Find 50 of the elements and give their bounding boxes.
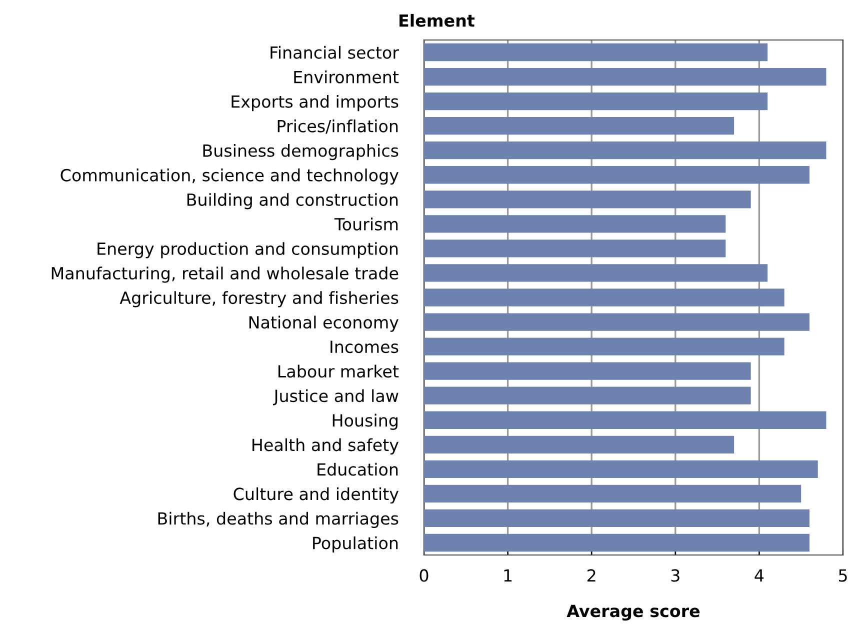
bar (424, 142, 826, 160)
y-tick-label: Manufacturing, retail and wholesale trade (52, 266, 398, 283)
y-tick-label: Business demographics (203, 144, 398, 160)
bar (424, 215, 726, 233)
y-tick-label: Exports and imports (232, 94, 398, 112)
y-tick-label: Communication, science and technology (60, 168, 399, 185)
x-tick-label: 5 (838, 569, 847, 582)
y-tick-label: Births, deaths and marriages (158, 512, 398, 528)
y-tick-label: Labour market (278, 364, 399, 378)
x-tick-label: 0 (420, 569, 428, 582)
y-tick-label: Agriculture, forestry and fisheries (120, 291, 398, 308)
bar (424, 338, 784, 356)
bar (424, 240, 726, 258)
y-tick-label: Justice and law (272, 389, 398, 406)
y-tick-label: National economy (249, 316, 398, 332)
y-tick-label: Health and safety (252, 438, 399, 454)
y-tick-label: Tourism (334, 218, 398, 230)
bar (424, 484, 802, 503)
x-tick-label: 4 (754, 569, 764, 582)
bar (424, 313, 810, 331)
y-tick-label: Housing (332, 414, 398, 430)
y-tick-label: Prices/inflation (278, 120, 398, 134)
bar (424, 190, 751, 208)
bar (424, 436, 734, 454)
y-tick-label: Building and construction (187, 193, 398, 210)
bar (424, 362, 751, 380)
y-tick-label: Environment (294, 70, 399, 84)
bar (424, 460, 818, 478)
bar (424, 92, 768, 110)
y-tick-label: Population (313, 536, 398, 553)
y-tick-label: Incomes (330, 340, 398, 354)
bar (424, 509, 810, 528)
x-tick-label: 1 (504, 569, 512, 582)
x-tick-label: 3 (671, 569, 680, 582)
bar (424, 386, 751, 404)
bar (424, 264, 768, 282)
chart-title: Element (400, 14, 475, 27)
bar (424, 166, 810, 184)
bar (424, 43, 768, 62)
y-tick-label: Culture and identity (234, 487, 399, 504)
x-tick-label: 2 (588, 569, 596, 582)
x-axis-title: Average score (566, 604, 700, 621)
y-tick-label: Energy production and consumption (98, 242, 398, 258)
bar (424, 534, 810, 552)
bar (424, 117, 734, 135)
y-tick-label: Financial sector (270, 46, 399, 59)
bar (424, 68, 826, 86)
y-tick-label: Education (318, 462, 398, 476)
bar (424, 411, 826, 429)
bar (424, 288, 784, 306)
